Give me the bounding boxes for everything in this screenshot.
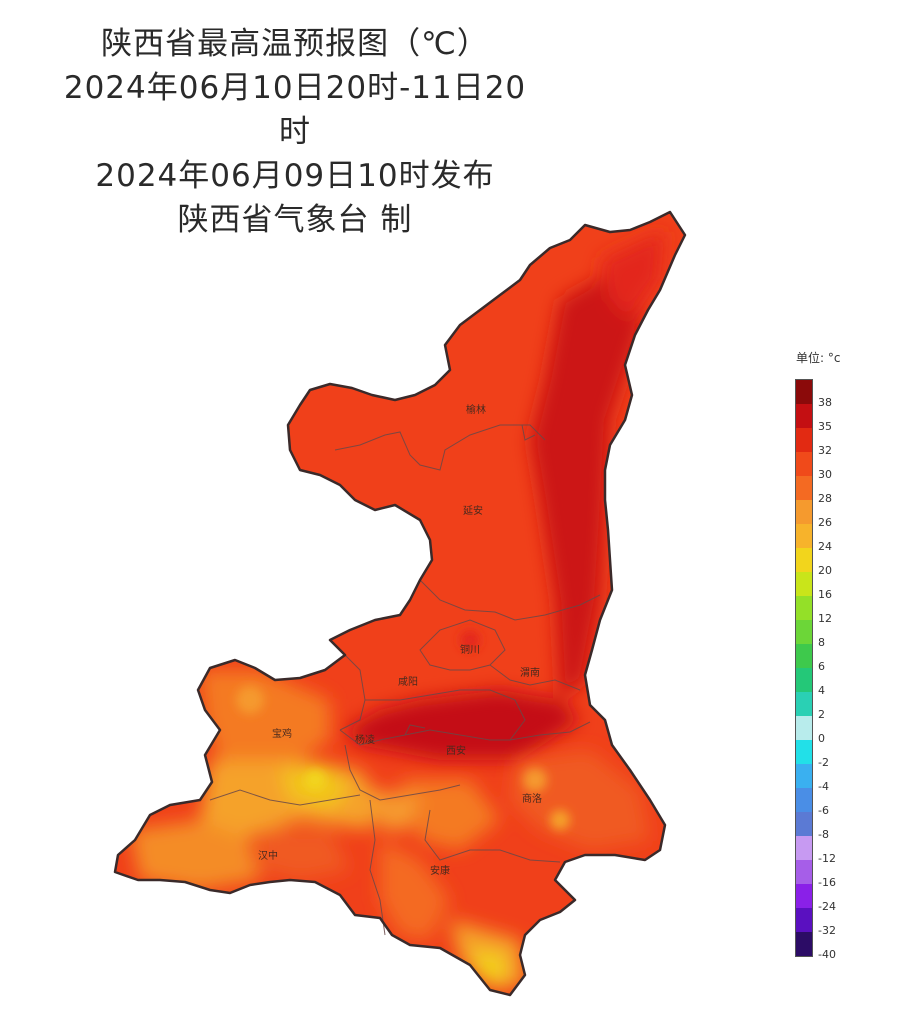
city-label-yanan: 延安 [463, 504, 483, 517]
legend-value-label: -16 [818, 876, 836, 889]
issuer: 陕西省气象台 制 [177, 202, 413, 238]
legend-value-label: 28 [818, 492, 832, 505]
legend-swatch [796, 788, 812, 812]
city-label-shangluo: 商洛 [522, 792, 542, 805]
map-title: 陕西省最高温预报图（℃） [101, 26, 489, 62]
city-label-yulin: 榆林 [466, 403, 486, 416]
legend-color-bar [795, 379, 813, 957]
temperature-legend: 单位: °c 38 35 32 30 28 26 24 20 16 12 8 6 4 2 0 -2 -4 -6 -8… [770, 345, 880, 985]
legend-swatch [796, 452, 812, 476]
issue-time: 2024年06月09日10时发布 [95, 158, 495, 194]
legend-swatch [796, 932, 812, 956]
legend-value-label: 38 [818, 396, 832, 409]
legend-swatch [796, 548, 812, 572]
legend-swatch [796, 812, 812, 836]
legend-swatch [796, 860, 812, 884]
city-label-yangling: 杨凌 [355, 733, 375, 746]
legend-swatch [796, 884, 812, 908]
legend-value-label: 35 [818, 420, 832, 433]
legend-swatch [796, 620, 812, 644]
city-label-weinan: 渭南 [520, 666, 540, 679]
legend-value-labels: 38 35 32 30 28 26 24 20 16 12 8 6 4 2 0 -2 -4 -6 -8 -12 -16-… [818, 379, 836, 961]
legend-swatch [796, 524, 812, 548]
forecast-period: 2024年06月10日20时-11日20时 [63, 70, 527, 150]
legend-value-label: 4 [818, 684, 825, 697]
legend-value-label: 8 [818, 636, 825, 649]
legend-value-label: -4 [818, 780, 829, 793]
legend-swatch [796, 740, 812, 764]
legend-swatch [796, 644, 812, 668]
legend-swatch [796, 380, 812, 404]
prefecture-boundaries [209, 424, 601, 936]
city-label-baoji: 宝鸡 [272, 727, 292, 740]
legend-value-label: 20 [818, 564, 832, 577]
legend-value-label: 6 [818, 660, 825, 673]
legend-swatch [796, 764, 812, 788]
city-label-hanzhong: 汉中 [258, 849, 278, 862]
legend-swatch [796, 908, 812, 932]
legend-swatch [796, 692, 812, 716]
temperature-fill [115, 212, 685, 995]
legend-value-label: 26 [818, 516, 832, 529]
legend-swatch [796, 476, 812, 500]
legend-value-label: 30 [818, 468, 832, 481]
legend-value-label: -40 [818, 948, 836, 961]
legend-swatch [796, 572, 812, 596]
legend-value-label: -24 [818, 900, 836, 913]
legend-unit-label: 单位: °c [796, 351, 841, 365]
legend-swatch [796, 404, 812, 428]
legend-value-label: -32 [818, 924, 836, 937]
province-outline [113, 210, 687, 997]
legend-value-label: 0 [818, 732, 825, 745]
legend-value-label: 32 [818, 444, 832, 457]
legend-swatch [796, 668, 812, 692]
legend-value-label: -6 [818, 804, 829, 817]
city-label-xian: 西安 [446, 744, 466, 757]
legend-swatch [796, 596, 812, 620]
legend-swatch [796, 836, 812, 860]
legend-value-label: -8 [818, 828, 829, 841]
city-label-tongchuan: 铜川 [460, 644, 480, 656]
legend-value-label: -2 [818, 756, 829, 769]
legend-value-label: -12 [818, 852, 836, 865]
legend-swatch [796, 428, 812, 452]
city-label-xianyang: 咸阳 [398, 676, 418, 688]
legend-value-label: 2 [818, 708, 825, 721]
legend-value-label: 12 [818, 612, 832, 625]
legend-value-label: 24 [818, 540, 832, 553]
map-title-block: 陕西省最高温预报图（℃） 2024年06月10日20时-11日20时 2024年… [60, 22, 530, 242]
legend-swatch [796, 716, 812, 740]
city-label-ankang: 安康 [430, 864, 450, 877]
legend-value-label: 16 [818, 588, 832, 601]
legend-swatch [796, 500, 812, 524]
